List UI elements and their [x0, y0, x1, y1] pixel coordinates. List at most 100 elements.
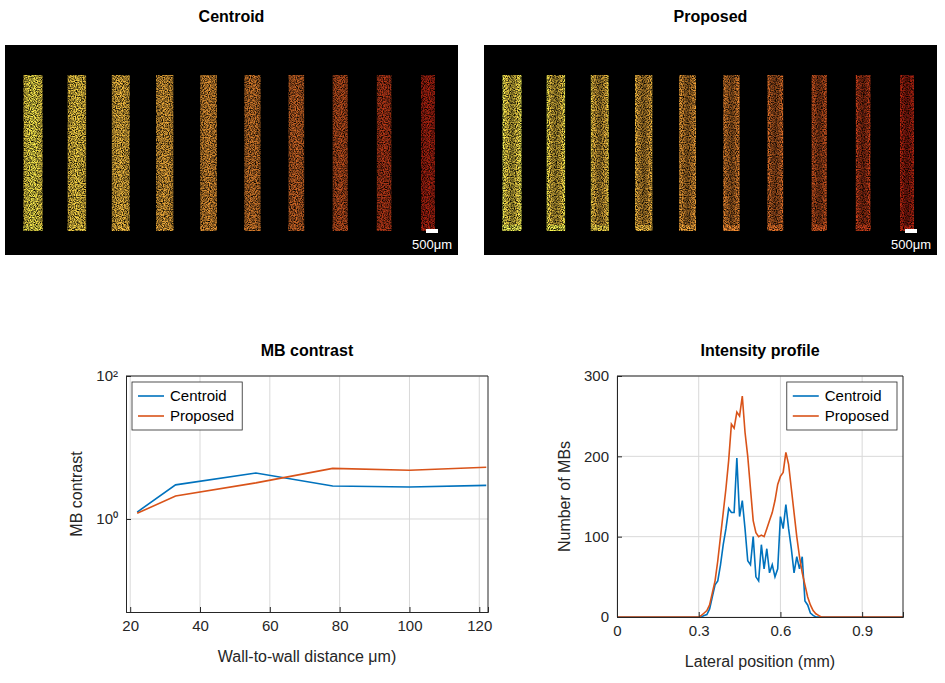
channel — [503, 75, 522, 230]
channel-end — [503, 225, 522, 231]
channel — [333, 75, 348, 230]
tick-label: 10² — [96, 367, 118, 384]
channel-end — [812, 225, 827, 231]
panel-title: Centroid — [199, 8, 265, 25]
channel — [68, 75, 86, 230]
x-axis: 20 40 60 80 100 120 — [122, 607, 492, 634]
channel — [812, 75, 827, 230]
tick-mark — [699, 612, 700, 617]
tick-label: 0.9 — [852, 622, 873, 639]
plot-area — [126, 376, 488, 612]
series-line — [617, 458, 903, 617]
tick: 300 — [584, 367, 622, 384]
tick-label: 120 — [467, 617, 492, 634]
channel-end — [591, 225, 609, 231]
channel — [635, 75, 652, 230]
channel — [112, 75, 130, 230]
grid-line — [780, 376, 781, 617]
tick: 0 — [601, 608, 622, 625]
channel-end — [68, 225, 86, 231]
channel — [156, 75, 173, 230]
tick-label: 100 — [397, 617, 422, 634]
legend-label: Proposed — [825, 407, 889, 424]
axis-line — [127, 377, 132, 613]
tick-label: 100 — [584, 528, 609, 545]
channel-end — [547, 225, 565, 231]
channel-end — [289, 225, 305, 231]
legend-box — [787, 382, 897, 430]
plot-area — [617, 376, 903, 617]
legend: Centroid Proposed — [787, 382, 897, 430]
tick: 100 — [397, 607, 422, 634]
grid — [617, 376, 903, 617]
image-panel: Centroid 500μm — [5, 8, 458, 255]
legend-label: Centroid — [170, 387, 227, 404]
chart-title: Intensity profile — [700, 342, 819, 359]
x-axis: 00.30.60.9 — [613, 612, 903, 639]
scale-bar-label: 500μm — [891, 237, 931, 252]
channel — [244, 75, 260, 230]
tick: 200 — [584, 448, 622, 465]
channel — [289, 75, 305, 230]
axis-line — [618, 612, 904, 618]
y-axis-title: Number of MBs — [556, 441, 573, 552]
axis-line — [127, 607, 489, 613]
legend-swatch — [138, 395, 164, 397]
channel — [377, 75, 392, 230]
tick-mark — [862, 612, 863, 617]
tick-mark — [617, 456, 622, 457]
image-background — [5, 45, 458, 255]
legend-label: Proposed — [170, 407, 234, 424]
channels — [24, 75, 436, 231]
panel-title: Proposed — [674, 8, 748, 25]
grid-line — [269, 376, 270, 612]
image-background — [484, 45, 937, 255]
channel — [24, 75, 43, 230]
channel-end — [244, 225, 260, 231]
grid-line — [126, 518, 488, 519]
scale-bar-label: 500μm — [412, 237, 452, 252]
legend: Centroid Proposed — [132, 382, 242, 430]
tick-mark — [340, 607, 341, 612]
tick-mark — [130, 607, 131, 612]
scale-bar — [426, 229, 438, 233]
tick-label: 60 — [262, 617, 279, 634]
grid-line — [130, 376, 131, 612]
tick-label: 200 — [584, 448, 609, 465]
grid-line — [339, 376, 340, 612]
x-axis-title: Wall-to-wall distance μm) — [218, 648, 396, 665]
tick: 120 — [467, 607, 492, 634]
channel — [547, 75, 565, 230]
channel — [768, 75, 784, 230]
tick-mark — [126, 519, 131, 520]
channel — [421, 75, 435, 230]
tick: 10² — [96, 367, 131, 384]
tick: 40 — [192, 607, 209, 634]
tick-label: 0 — [601, 608, 609, 625]
tick-label: 0.3 — [689, 622, 710, 639]
x-axis-title: Lateral position (mm) — [685, 653, 835, 670]
channel-end — [679, 225, 696, 231]
channel-end — [200, 225, 217, 231]
tick-label: 20 — [122, 617, 139, 634]
y-axis: 10⁰10² — [96, 367, 131, 612]
tick-label: 0.6 — [770, 622, 791, 639]
channel — [900, 75, 914, 230]
channel-end — [856, 225, 871, 231]
legend-label: Centroid — [825, 387, 882, 404]
grid — [126, 376, 488, 612]
channel-end — [768, 225, 784, 231]
y-axis-title: MB contrast — [68, 451, 85, 537]
plot-frame — [617, 376, 903, 617]
tick-mark — [409, 607, 410, 612]
tick: 80 — [332, 607, 349, 634]
channel-end — [377, 225, 392, 231]
channel-end — [723, 225, 739, 231]
tick: 60 — [262, 607, 279, 634]
tick: 0.3 — [689, 612, 710, 639]
tick-mark — [270, 607, 271, 612]
legend-swatch — [793, 415, 819, 417]
channel — [723, 75, 739, 230]
channel — [200, 75, 217, 230]
channel — [591, 75, 609, 230]
